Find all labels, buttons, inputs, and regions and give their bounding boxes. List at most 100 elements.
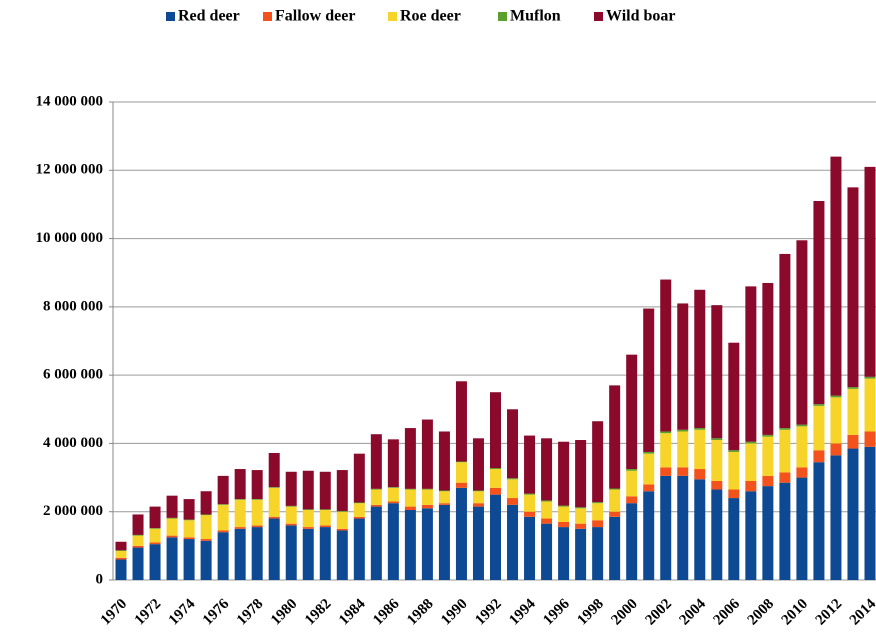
bar-segment	[745, 480, 757, 492]
bar-segment	[660, 433, 672, 468]
bar-segment	[217, 530, 229, 533]
bar-segment	[421, 508, 433, 580]
bar-segment	[864, 431, 876, 447]
bar-segment	[132, 534, 144, 536]
bar-segment	[643, 308, 655, 452]
legend-label: Red deer	[178, 8, 240, 25]
bar-segment	[353, 503, 365, 517]
x-tick-label: 1998	[574, 596, 607, 629]
bar-segment	[626, 354, 638, 470]
bar-segment	[779, 429, 791, 473]
bar-segment	[762, 436, 774, 476]
bar-segment	[626, 496, 638, 504]
bar-segment	[626, 503, 638, 580]
bar-segment	[541, 501, 553, 519]
y-tick-label: 8 000 000	[43, 298, 103, 314]
bar-segment	[796, 240, 808, 425]
bar-segment	[728, 498, 740, 580]
bar-segment	[234, 499, 246, 528]
bar-segment	[762, 475, 774, 487]
bar-segment	[217, 532, 229, 580]
bar-segment	[149, 544, 161, 580]
bar-segment	[319, 525, 331, 528]
bar-segment	[779, 428, 791, 430]
bar-segment	[200, 540, 212, 580]
bar-segment	[694, 289, 706, 429]
bar-segment	[183, 520, 195, 538]
bar-segment	[813, 405, 825, 451]
bar-segment	[353, 453, 365, 503]
bar-segment	[319, 527, 331, 580]
x-tick-label: 2014	[847, 596, 876, 629]
x-tick-label: 1994	[506, 596, 539, 629]
bar-segment	[847, 434, 859, 449]
bar-segment	[745, 443, 757, 481]
legend-swatch	[263, 12, 272, 21]
bar-segment	[251, 470, 263, 500]
bar-segment	[183, 537, 195, 540]
bar-segment	[677, 475, 689, 580]
y-tick-label: 14 000 000	[36, 93, 104, 109]
bar-segment	[660, 279, 672, 432]
bar-segment	[796, 467, 808, 478]
bar-segment	[234, 499, 246, 500]
bar-segment	[813, 201, 825, 405]
bar-segment	[490, 494, 501, 580]
bar-segment	[592, 527, 604, 580]
bar-segment	[728, 342, 740, 451]
bar-segment	[234, 528, 246, 580]
bar-segment	[711, 480, 723, 490]
bar-segment	[490, 468, 501, 470]
bar-segment	[285, 471, 297, 506]
bar-segment	[592, 503, 604, 521]
x-tick-label: 2002	[642, 596, 675, 629]
bar-segment	[251, 499, 263, 500]
bar-segment	[472, 438, 484, 491]
bar-segment	[438, 504, 450, 580]
bar-segment	[490, 487, 501, 495]
bar-segment	[285, 505, 297, 507]
bar-segment	[336, 511, 348, 512]
x-tick-label: 1976	[200, 596, 233, 629]
bar-segment	[302, 510, 314, 528]
bars	[115, 156, 876, 580]
bar-segment	[830, 395, 842, 398]
bar-segment	[251, 499, 263, 526]
bar-segment	[268, 487, 280, 488]
y-tick-label: 12 000 000	[36, 162, 104, 178]
bar-segment	[166, 495, 178, 518]
bar-segment	[183, 539, 195, 580]
bar-segment	[421, 489, 433, 505]
bar-segment	[660, 467, 672, 476]
bar-segment	[251, 527, 263, 580]
bar-segment	[847, 448, 859, 580]
bar-segment	[524, 494, 536, 512]
bar-segment	[370, 504, 382, 507]
bar-segment	[115, 550, 127, 558]
bar-segment	[268, 487, 280, 517]
bar-segment	[779, 482, 791, 580]
bar-segment	[711, 438, 723, 441]
bar-segment	[438, 431, 450, 491]
x-tick-label: 1970	[98, 596, 131, 629]
legend-label: Wild boar	[606, 8, 676, 25]
x-tick-label: 1972	[132, 596, 165, 629]
bar-segment	[694, 428, 706, 430]
bar-segment	[592, 502, 604, 504]
bar-segment	[217, 504, 229, 505]
bar-segment	[558, 441, 570, 506]
bar-segment	[285, 523, 297, 526]
bar-segment	[507, 498, 519, 505]
bar-segment	[490, 392, 501, 469]
bar-segment	[455, 482, 467, 488]
bar-segment	[524, 516, 536, 580]
bar-segment	[507, 479, 519, 499]
bar-segment	[455, 381, 467, 462]
bar-segment	[677, 467, 689, 476]
bar-segment	[404, 506, 416, 511]
bar-segment	[609, 488, 621, 490]
legend-swatch	[498, 12, 507, 21]
bar-segment	[694, 469, 706, 480]
bar-segment	[217, 475, 229, 505]
bar-segment	[711, 305, 723, 439]
